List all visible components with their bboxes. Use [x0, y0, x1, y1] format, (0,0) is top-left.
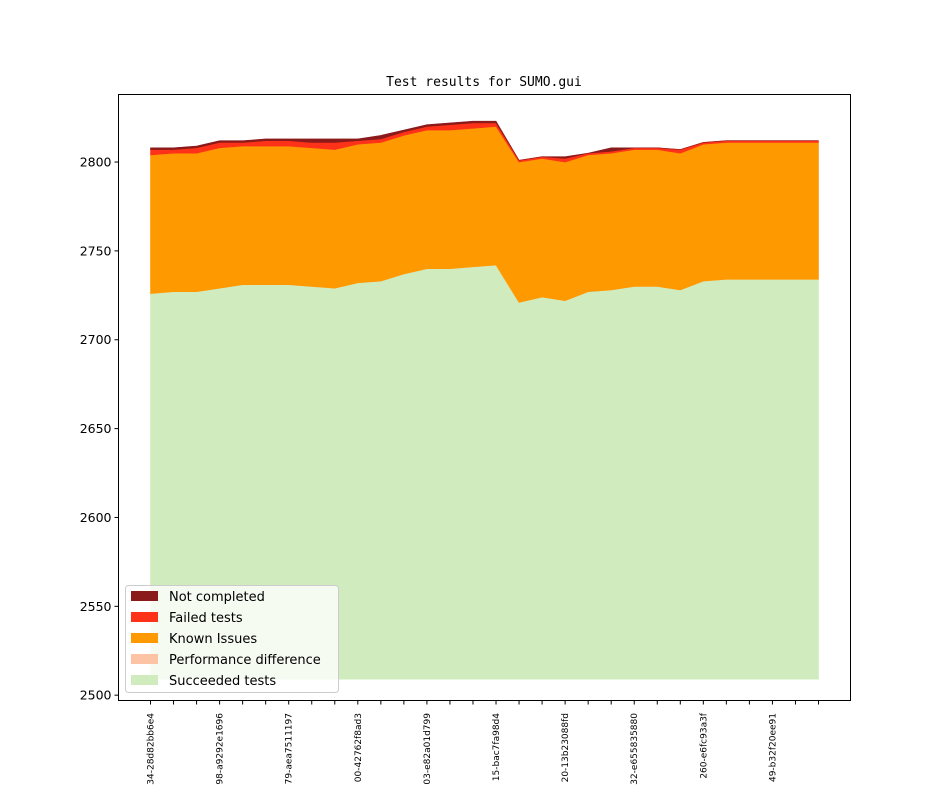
plot-frame — [118, 94, 851, 701]
legend-swatch — [131, 675, 158, 685]
x-tick-label: 98-a9292e1696 — [216, 713, 226, 785]
chart-title: Test results for SUMO.gui — [386, 75, 582, 90]
x-tick-label: 20-13b23088fd — [561, 713, 571, 782]
legend-swatch — [131, 591, 158, 601]
x-tick-label: 49-b32f20ee91 — [768, 713, 778, 782]
legend-label: Failed tests — [169, 611, 243, 626]
legend-swatch — [131, 612, 158, 622]
y-tick-label: 2750 — [80, 243, 112, 258]
y-tick-label: 2500 — [80, 688, 112, 703]
legend-label: Succeeded tests — [169, 674, 276, 689]
y-tick-label: 2700 — [80, 332, 112, 347]
y-tick-label: 2600 — [80, 510, 112, 525]
legend-label: Not completed — [169, 590, 265, 605]
x-axis: 34-28d82bb6e4 98-a9292e1696 79-aea7511197 0… — [147, 700, 819, 785]
x-tick-label: 00-42762f8ad3 — [354, 713, 364, 782]
legend-box — [125, 585, 339, 693]
y-tick-label: 2800 — [80, 155, 112, 170]
y-tick-label: 2550 — [80, 599, 112, 614]
x-tick-label: 34-28d82bb6e4 — [147, 713, 157, 785]
x-tick-label: 79-aea7511197 — [285, 713, 295, 784]
legend-swatch — [131, 633, 158, 643]
legend-label: Performance difference — [169, 653, 321, 668]
legend-swatch — [131, 654, 158, 664]
x-tick-label: 260-e6fc93a3f — [699, 712, 709, 778]
y-axis: 2500 2550 2600 2650 2700 2750 2800 — [80, 155, 119, 703]
y-tick-label: 2650 — [80, 421, 112, 436]
area-not-completed — [150, 120, 819, 161]
legend-label: Known Issues — [169, 632, 257, 647]
x-tick-label: 15-bac7fa98d4 — [492, 713, 502, 781]
series-areas — [150, 120, 819, 680]
legend: Not completed Failed tests Known Issues Per… — [125, 585, 339, 693]
x-tick-label: 32-e655835880 — [630, 713, 640, 785]
x-tick-label: 03-e82a01d799 — [423, 713, 433, 785]
